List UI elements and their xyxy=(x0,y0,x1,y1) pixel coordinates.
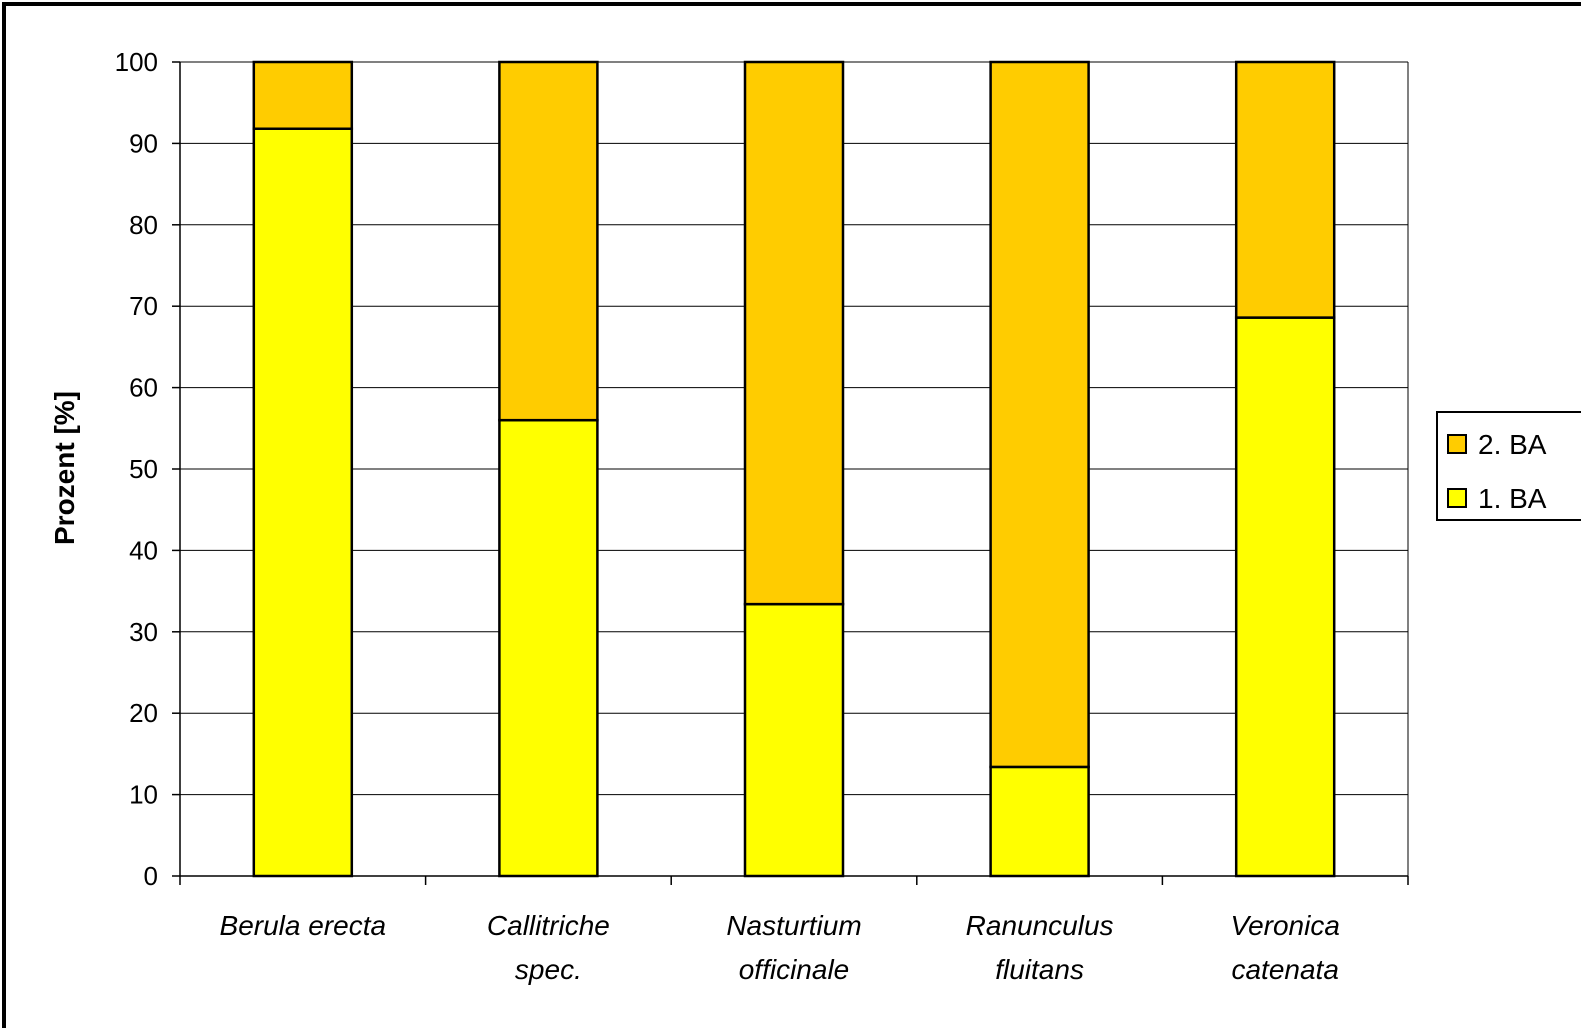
y-tick-label: 10 xyxy=(129,780,158,810)
x-category-label: Berula erecta xyxy=(220,910,387,941)
bar-segment-2 xyxy=(989,60,1090,769)
legend: 2. BA 1. BA xyxy=(1436,411,1581,521)
axes xyxy=(172,61,1409,885)
bar-segment-2 xyxy=(1234,60,1336,319)
legend-label: 2. BA xyxy=(1478,429,1547,460)
bar-segment-1 xyxy=(1234,316,1336,878)
x-category-label: Ranunculus fluitans xyxy=(966,910,1114,985)
y-tick-label: 80 xyxy=(129,210,158,240)
bar-segment-1 xyxy=(252,127,354,878)
x-category-label: Nasturtium officinale xyxy=(726,910,861,985)
bar-segment-1 xyxy=(498,418,599,878)
bar-segment-2 xyxy=(252,60,354,130)
x-category-labels: Berula erecta Callitriche spec. Nasturtium o… xyxy=(220,910,1340,985)
y-tick-label: 40 xyxy=(129,535,158,565)
x-category-label: Callitriche spec. xyxy=(487,910,610,985)
x-category-label: Veronica catenata xyxy=(1230,910,1339,985)
y-tick-label: 50 xyxy=(129,454,158,484)
legend-label: 1. BA xyxy=(1478,483,1547,514)
y-tick-label: 30 xyxy=(129,617,158,647)
y-tick-label: 20 xyxy=(129,698,158,728)
legend-swatch xyxy=(1447,488,1467,508)
y-tick-label: 0 xyxy=(144,861,158,891)
y-axis-title: Prozent [%] xyxy=(49,391,80,545)
bar-segment-2 xyxy=(498,60,599,422)
bars xyxy=(252,60,1336,878)
bar-segment-2 xyxy=(743,60,845,606)
bar-segment-1 xyxy=(743,602,845,878)
y-tick-label: 90 xyxy=(129,128,158,158)
y-tick-label: 60 xyxy=(129,373,158,403)
y-tick-label: 100 xyxy=(115,47,158,77)
y-tick-label: 70 xyxy=(129,291,158,321)
y-tick-labels: 0 10 20 30 40 50 60 70 80 90 100 xyxy=(115,47,158,891)
legend-swatch xyxy=(1447,434,1467,454)
bar-segment-1 xyxy=(989,765,1090,878)
